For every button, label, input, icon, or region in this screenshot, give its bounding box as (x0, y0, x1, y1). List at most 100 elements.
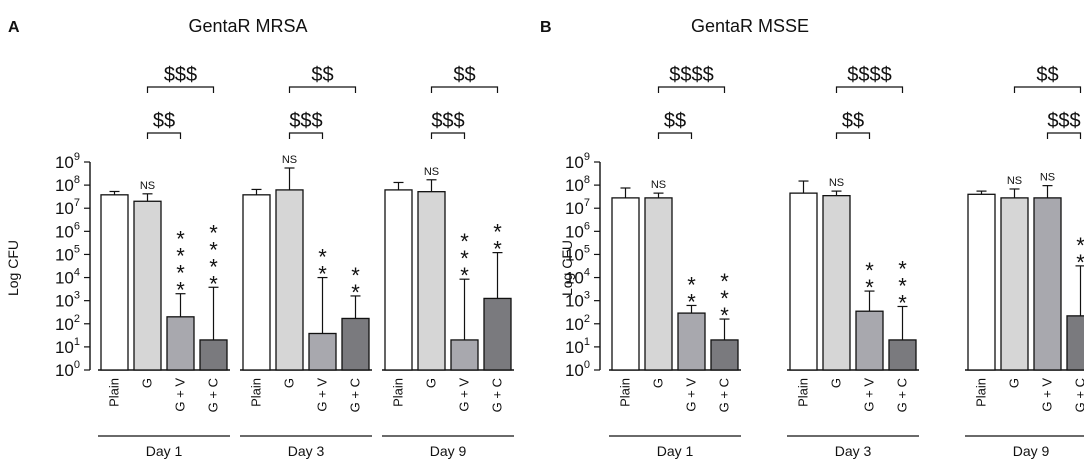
x-category-label: G + C (206, 378, 221, 412)
significance-star: * (176, 261, 185, 286)
bar (1033, 197, 1062, 371)
x-category-label: G + C (490, 378, 505, 412)
x-category-label: G + C (717, 378, 732, 412)
y-tick-label: 107 (565, 197, 590, 218)
y-tick-label: 104 (565, 267, 590, 288)
comparison-bracket (1046, 132, 1082, 139)
chart-title: GentaR MRSA (188, 16, 307, 36)
comparison-label: $$$$ (669, 64, 714, 86)
significance-star: * (898, 273, 907, 298)
x-category-label: G (140, 378, 155, 388)
comparison-bracket (657, 86, 726, 93)
comparison-bracket (1013, 86, 1082, 93)
y-tick-label: 100 (55, 359, 80, 380)
significance-star: * (865, 258, 874, 283)
bar (450, 339, 479, 371)
bar (677, 312, 706, 371)
significance-star: * (898, 290, 907, 315)
significance-star: * (1076, 250, 1084, 275)
y-tick-label: 105 (55, 243, 80, 264)
y-tick-label: 101 (55, 336, 80, 357)
group-label: Day 1 (657, 443, 694, 459)
significance-star: * (493, 220, 502, 245)
x-category-label: G + C (348, 378, 363, 412)
significance-star: * (351, 280, 360, 305)
x-category-label: G + V (457, 378, 472, 412)
x-category-label: Plain (391, 378, 406, 407)
bar (417, 191, 446, 371)
comparison-label: $$ (311, 64, 333, 86)
significance-star: * (209, 237, 218, 262)
x-category-label: Plain (107, 378, 122, 407)
group-label: Day 9 (430, 443, 467, 459)
significance-star: * (687, 272, 696, 297)
ns-label: NS (424, 166, 439, 178)
y-tick-label: 104 (55, 267, 80, 288)
bar (967, 193, 996, 371)
y-tick-label: 102 (55, 313, 80, 334)
y-tick-label: 105 (565, 243, 590, 264)
ns-label: NS (651, 179, 666, 191)
x-category-label: G + V (315, 378, 330, 412)
bar (341, 317, 370, 371)
ns-label: NS (829, 177, 844, 189)
bar (1000, 197, 1029, 371)
panel-letter: B (540, 19, 552, 36)
significance-star: * (687, 289, 696, 314)
y-tick-label: 106 (55, 220, 80, 241)
comparison-bracket (146, 132, 182, 139)
ns-label: NS (140, 180, 155, 192)
x-category-label: Plain (249, 378, 264, 407)
group-label: Day 1 (146, 443, 183, 459)
comparison-bracket (430, 86, 499, 93)
significance-star: * (720, 269, 729, 294)
bar (611, 197, 640, 371)
bar (483, 297, 512, 371)
comparison-bracket (288, 86, 357, 93)
x-category-label: G (651, 378, 666, 388)
significance-star: * (209, 254, 218, 279)
significance-star: * (720, 303, 729, 328)
x-category-label: Plain (796, 378, 811, 407)
comparison-label: $$ (664, 110, 686, 132)
significance-star: * (898, 256, 907, 281)
significance-star: * (493, 237, 502, 262)
bar (199, 339, 228, 371)
chart-title: GentaR MSSE (691, 16, 809, 36)
y-tick-label: 103 (55, 290, 80, 311)
comparison-bracket (835, 86, 904, 93)
x-category-label: Plain (618, 378, 633, 407)
group-label: Day 3 (835, 443, 872, 459)
significance-star: * (460, 246, 469, 271)
significance-star: * (176, 227, 185, 252)
comparison-label: $$ (153, 110, 175, 132)
x-category-label: G (424, 378, 439, 388)
significance-star: * (209, 220, 218, 245)
x-category-label: G (829, 378, 844, 388)
significance-star: * (318, 262, 327, 287)
y-axis-label: Log CFU (5, 240, 21, 296)
comparison-bracket (430, 132, 466, 139)
comparison-bracket (288, 132, 324, 139)
comparison-label: $$$ (1047, 110, 1080, 132)
bar (789, 192, 818, 371)
significance-star: * (720, 286, 729, 311)
bar (822, 194, 851, 371)
bar (384, 189, 413, 371)
comparison-bracket (835, 132, 871, 139)
y-tick-label: 102 (565, 313, 590, 334)
x-category-label: G + V (862, 378, 877, 412)
x-category-label: G + C (895, 378, 910, 412)
ns-label: NS (282, 154, 297, 166)
significance-star: * (460, 229, 469, 254)
bar (855, 310, 884, 371)
bar (100, 194, 129, 371)
significance-star: * (318, 245, 327, 270)
